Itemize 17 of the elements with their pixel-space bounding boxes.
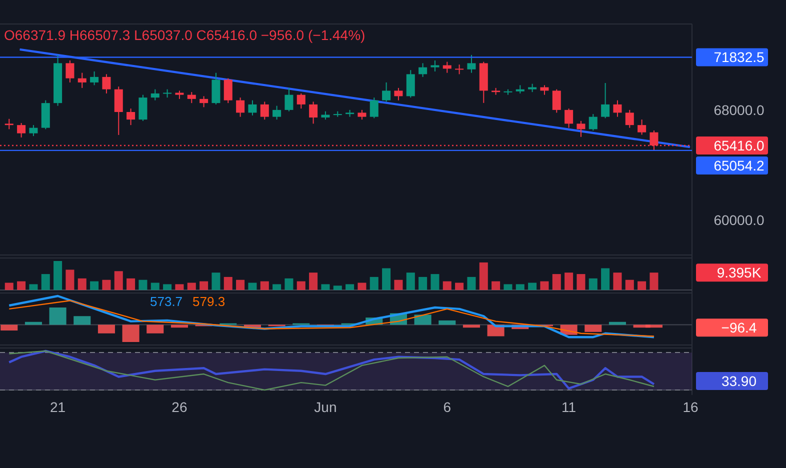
x-tick-label: 6 [443,399,452,415]
x-tick-label: 16 [682,399,698,415]
x-tick-label: 11 [562,399,576,415]
text: −96.4 [721,320,757,336]
ref-line-label: 65416.0 [714,137,765,154]
y-tick-label: 60000.0 [714,212,765,228]
annotation: 573.7 [150,294,183,309]
annotation: 579.3 [192,294,226,309]
y-tick-label: 68000.0 [714,102,765,118]
text: 33.90 [721,373,757,389]
chart-subtitle: O66371.9 H66507.3 L65037.0 C65416.0 −956.0 (−1.44%) [4,27,366,43]
text: 9.395K [716,264,762,281]
x-tick-label: 21 [50,399,66,415]
ref-line-label: 71832.5 [714,49,765,66]
x-tick-label: 26 [172,399,188,415]
ref-line-label: 65054.2 [714,157,765,174]
x-tick-label: Jun [314,399,337,415]
